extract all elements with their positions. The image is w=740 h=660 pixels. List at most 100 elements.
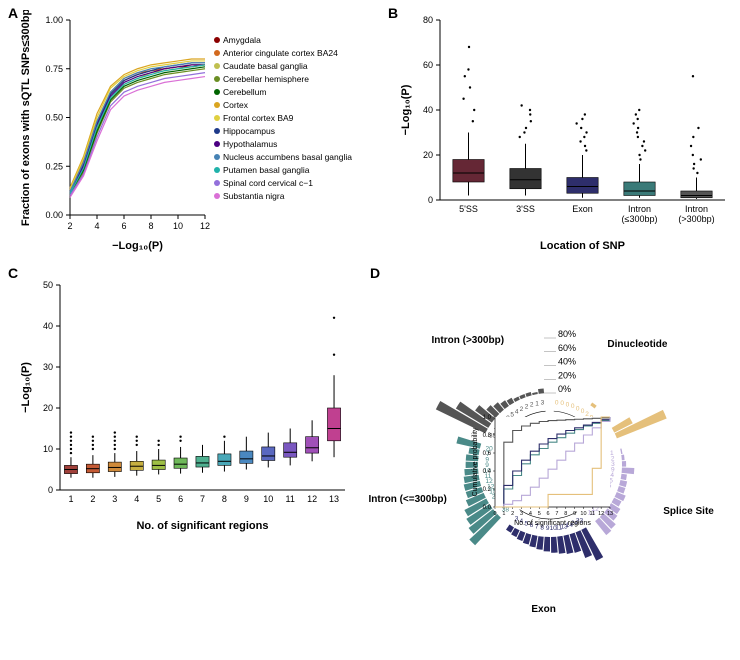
svg-text:Dinucleotide: Dinucleotide <box>607 339 667 350</box>
svg-text:0.50: 0.50 <box>45 113 63 123</box>
svg-text:0: 0 <box>428 195 433 205</box>
svg-text:0.8: 0.8 <box>483 433 492 439</box>
svg-text:0: 0 <box>581 408 585 415</box>
svg-text:(≤300bp): (≤300bp) <box>622 214 658 224</box>
svg-text:2: 2 <box>67 221 72 231</box>
panel-d-chart: 0%20%40%60%80%0000002000048Dinucleotide1… <box>355 255 740 660</box>
svg-text:5: 5 <box>156 494 161 504</box>
svg-text:2: 2 <box>90 494 95 504</box>
svg-text:Putamen basal ganglia: Putamen basal ganglia <box>223 165 310 175</box>
svg-text:−Log₁₀(P): −Log₁₀(P) <box>112 240 163 252</box>
svg-text:Cortex: Cortex <box>223 100 249 110</box>
svg-text:Amygdala: Amygdala <box>223 35 261 45</box>
svg-text:10: 10 <box>263 494 273 504</box>
svg-text:13: 13 <box>607 511 613 517</box>
svg-text:4: 4 <box>515 409 519 416</box>
svg-text:0: 0 <box>571 403 575 410</box>
panel-b-chart: 0204060805'SS3'SSExonIntron(≤300bp)Intro… <box>395 10 735 255</box>
panel-a-chart: 246810120.000.250.500.751.00AmygdalaAnte… <box>15 10 375 255</box>
svg-text:60: 60 <box>423 60 433 70</box>
svg-text:2: 2 <box>520 406 524 413</box>
svg-text:1: 1 <box>502 511 505 517</box>
svg-text:Intron: Intron <box>628 204 651 214</box>
svg-text:Exon: Exon <box>531 604 555 615</box>
svg-text:0: 0 <box>560 400 564 407</box>
svg-text:Intron (>300bp): Intron (>300bp) <box>432 335 505 346</box>
svg-text:0.25: 0.25 <box>45 161 63 171</box>
svg-text:1.00: 1.00 <box>45 15 63 25</box>
svg-text:0.0: 0.0 <box>483 505 492 511</box>
svg-text:40: 40 <box>423 105 433 115</box>
svg-text:−Log₁₀(P): −Log₁₀(P) <box>20 362 32 413</box>
svg-text:40%: 40% <box>558 357 576 367</box>
svg-text:2: 2 <box>530 402 534 409</box>
svg-text:60%: 60% <box>558 343 576 353</box>
svg-text:0.6: 0.6 <box>483 451 492 457</box>
svg-text:Substantia nigra: Substantia nigra <box>223 191 285 201</box>
svg-text:4: 4 <box>529 511 532 517</box>
svg-text:0: 0 <box>566 401 570 408</box>
svg-text:9: 9 <box>244 494 249 504</box>
svg-text:4: 4 <box>94 221 99 231</box>
svg-text:No. of significant regions: No. of significant regions <box>514 520 591 527</box>
svg-text:No. of significant regions: No. of significant regions <box>136 520 268 532</box>
svg-text:0: 0 <box>493 511 496 517</box>
svg-text:5: 5 <box>538 511 541 517</box>
svg-text:0.4: 0.4 <box>483 469 492 475</box>
svg-text:2: 2 <box>511 511 514 517</box>
svg-text:6: 6 <box>121 221 126 231</box>
svg-text:20: 20 <box>43 403 53 413</box>
svg-text:0.2: 0.2 <box>483 487 492 493</box>
svg-text:0.75: 0.75 <box>45 64 63 74</box>
svg-text:Cerebellum: Cerebellum <box>223 87 266 97</box>
svg-text:7: 7 <box>200 494 205 504</box>
svg-text:Exon: Exon <box>572 204 593 214</box>
svg-text:0: 0 <box>576 405 580 412</box>
svg-text:8: 8 <box>222 494 227 504</box>
panel-c-chart: 0102030405012345678910111213No. of signi… <box>15 275 355 535</box>
svg-text:1: 1 <box>535 400 539 407</box>
svg-text:12: 12 <box>307 494 317 504</box>
svg-text:9: 9 <box>573 511 576 517</box>
svg-text:0: 0 <box>48 485 53 495</box>
svg-text:12: 12 <box>200 221 210 231</box>
svg-text:11: 11 <box>286 494 295 504</box>
svg-text:Intron (<=300bp): Intron (<=300bp) <box>369 494 447 505</box>
svg-text:40: 40 <box>43 321 53 331</box>
svg-text:Frontal cortex BA9: Frontal cortex BA9 <box>223 113 294 123</box>
svg-text:0: 0 <box>555 399 559 406</box>
svg-text:3: 3 <box>541 399 545 406</box>
svg-text:3'SS: 3'SS <box>516 204 535 214</box>
svg-text:11: 11 <box>589 511 595 517</box>
svg-text:3: 3 <box>112 494 117 504</box>
svg-text:Nucleus accumbens basal gangli: Nucleus accumbens basal ganglia <box>223 152 352 162</box>
svg-text:0.00: 0.00 <box>45 210 63 220</box>
svg-text:Splice Site: Splice Site <box>663 506 714 517</box>
svg-text:80%: 80% <box>558 329 576 339</box>
svg-text:Anterior cingulate cortex BA24: Anterior cingulate cortex BA24 <box>223 48 338 58</box>
svg-text:4: 4 <box>134 494 139 504</box>
svg-text:12: 12 <box>598 511 604 517</box>
svg-text:Caudate basal ganglia: Caudate basal ganglia <box>223 61 308 71</box>
svg-text:80: 80 <box>423 15 433 25</box>
svg-text:1.0: 1.0 <box>483 415 492 421</box>
svg-text:Hippocampus: Hippocampus <box>223 126 275 136</box>
svg-text:6: 6 <box>178 494 183 504</box>
svg-text:20%: 20% <box>558 370 576 380</box>
svg-text:Hypothalamus: Hypothalamus <box>223 139 277 149</box>
svg-text:2: 2 <box>525 404 529 411</box>
svg-text:6: 6 <box>547 511 550 517</box>
svg-text:10: 10 <box>43 444 53 454</box>
svg-text:3: 3 <box>520 511 523 517</box>
svg-text:20: 20 <box>423 150 433 160</box>
svg-text:10: 10 <box>580 511 586 517</box>
svg-text:50: 50 <box>43 280 53 290</box>
svg-text:1: 1 <box>68 494 73 504</box>
svg-text:Location of SNP: Location of SNP <box>540 240 625 252</box>
svg-text:Cumulative probability: Cumulative probability <box>472 427 479 496</box>
svg-text:Intron: Intron <box>685 204 708 214</box>
svg-text:30: 30 <box>43 362 53 372</box>
svg-text:Cerebellar hemisphere: Cerebellar hemisphere <box>223 74 309 84</box>
svg-text:8: 8 <box>564 511 567 517</box>
svg-text:5'SS: 5'SS <box>459 204 478 214</box>
